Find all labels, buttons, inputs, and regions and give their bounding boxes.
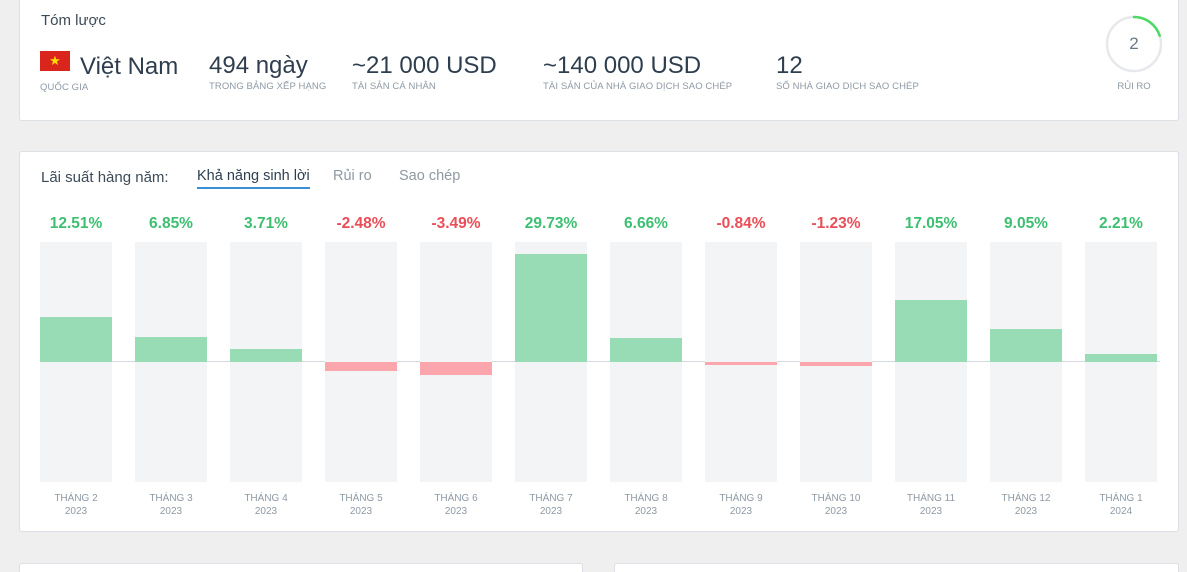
risk-ring (1105, 15, 1163, 73)
month-label: THÁNG 3 2023 (115, 492, 227, 518)
bar-track (40, 242, 112, 482)
copiers-label: SỐ NHÀ GIAO DỊCH SAO CHÉP (776, 81, 919, 92)
summary-card: Tóm lược ★ Việt Nam QUỐC GIA 494 ngày TRO… (19, 0, 1179, 121)
return-bar (610, 337, 682, 362)
month-name: THÁNG 10 (811, 493, 861, 504)
bar-track (230, 242, 302, 482)
return-value-label: 17.05% (904, 215, 958, 232)
risk-value: 2 (1129, 34, 1139, 53)
return-bar (895, 300, 967, 362)
stat-copier-assets: ~140 000 USD TÀI SẢN CỦA NHÀ GIAO DỊCH S… (543, 51, 732, 92)
bar-track (610, 242, 682, 482)
month-year: 2024 (1109, 506, 1133, 517)
risk-gauge: 2 RỦI RO (1105, 15, 1163, 92)
month-year: 2023 (729, 506, 753, 517)
month-year: 2023 (64, 506, 88, 517)
copier-assets-value: ~140 000 USD (543, 52, 702, 79)
month-name: THÁNG 4 (244, 493, 288, 504)
personal-assets-value: ~21 000 USD (352, 52, 497, 79)
month-label: THÁNG 1 2024 (1065, 492, 1177, 518)
return-value-label: -3.49% (431, 215, 481, 232)
return-bar (135, 337, 207, 362)
copier-assets-label: TÀI SẢN CỦA NHÀ GIAO DỊCH SAO CHÉP (543, 81, 733, 92)
bar-track (990, 242, 1062, 482)
return-bar (705, 362, 777, 366)
annual-returns-card: Lãi suất hàng năm: Khả năng sinh lời Rủi… (19, 151, 1179, 532)
month-year: 2023 (634, 506, 658, 517)
month-name: THÁNG 3 (149, 493, 193, 504)
return-bar (420, 362, 492, 375)
return-value-label: 9.05% (1004, 215, 1048, 232)
vietnam-flag-icon: ★ (40, 51, 70, 71)
returns-heading: Lãi suất hàng năm: (41, 169, 169, 186)
days-label: TRONG BẢNG XẾP HẠNG (209, 81, 327, 92)
return-value-label: -0.84% (716, 215, 766, 232)
return-value-label: 3.71% (244, 215, 288, 232)
month-year: 2023 (444, 506, 468, 517)
month-label: THÁNG 8 2023 (590, 492, 702, 518)
month-year: 2023 (159, 506, 183, 517)
stat-copiers: 12 SỐ NHÀ GIAO DỊCH SAO CHÉP (776, 51, 919, 92)
return-bar (40, 316, 112, 362)
return-bar (1085, 353, 1157, 362)
tab-profitability[interactable]: Khả năng sinh lời (197, 168, 310, 189)
month-year: 2023 (919, 506, 943, 517)
bottom-right-card (614, 563, 1179, 572)
month-name: THÁNG 11 (906, 493, 956, 504)
bar-track (895, 242, 967, 482)
days-value: 494 ngày (209, 52, 308, 79)
return-bar (515, 253, 587, 362)
month-name: THÁNG 2 (54, 493, 98, 504)
month-year: 2023 (1014, 506, 1038, 517)
month-name: THÁNG 5 (339, 493, 383, 504)
return-value-label: 2.21% (1099, 215, 1143, 232)
zero-line (40, 361, 1160, 362)
month-year: 2023 (254, 506, 278, 517)
stat-country: ★ Việt Nam QUỐC GIA (40, 51, 178, 93)
bottom-left-card (19, 563, 583, 572)
personal-assets-label: TÀI SẢN CÁ NHÂN (352, 81, 436, 92)
month-label: THÁNG 4 2023 (210, 492, 322, 518)
return-value-label: -1.23% (811, 215, 861, 232)
copiers-value: 12 (776, 52, 803, 79)
month-name: THÁNG 8 (624, 493, 668, 504)
month-name: THÁNG 6 (434, 493, 478, 504)
tab-copying[interactable]: Sao chép (399, 168, 461, 184)
return-bar (230, 348, 302, 362)
month-label: THÁNG 5 2023 (305, 492, 417, 518)
month-year: 2023 (539, 506, 563, 517)
month-name: THÁNG 9 (719, 493, 763, 504)
stat-days: 494 ngày TRONG BẢNG XẾP HẠNG (209, 51, 326, 92)
month-label: THÁNG 11 2023 (875, 492, 987, 518)
month-label: THÁNG 9 2023 (685, 492, 797, 518)
month-name: THÁNG 12 (1001, 493, 1051, 504)
stat-personal-assets: ~21 000 USD TÀI SẢN CÁ NHÂN (352, 51, 497, 92)
return-value-label: 6.85% (149, 215, 193, 232)
month-year: 2023 (824, 506, 848, 517)
return-value-label: 12.51% (49, 215, 103, 232)
bar-track (135, 242, 207, 482)
month-name: THÁNG 7 (529, 493, 573, 504)
return-bar (800, 362, 872, 367)
summary-title: Tóm lược (41, 12, 106, 29)
return-value-label: 29.73% (524, 215, 578, 232)
month-label: THÁNG 10 2023 (780, 492, 892, 518)
tab-risk[interactable]: Rủi ro (333, 168, 372, 184)
return-value-label: 6.66% (624, 215, 668, 232)
country-value: Việt Nam (80, 53, 179, 80)
month-name: THÁNG 1 (1099, 493, 1143, 504)
month-label: THÁNG 2 2023 (20, 492, 132, 518)
month-label: THÁNG 12 2023 (970, 492, 1082, 518)
monthly-returns-chart: 12.51% THÁNG 2 2023 6.85% THÁNG 3 2023 3.71% TH… (20, 152, 1180, 533)
return-bar (990, 329, 1062, 362)
month-label: THÁNG 6 2023 (400, 492, 512, 518)
risk-label: RỦI RO (1117, 81, 1151, 92)
month-label: THÁNG 7 2023 (495, 492, 607, 518)
return-bar (325, 362, 397, 372)
country-label: QUỐC GIA (40, 82, 89, 93)
return-value-label: -2.48% (336, 215, 386, 232)
bar-track (1085, 242, 1157, 482)
month-year: 2023 (349, 506, 373, 517)
